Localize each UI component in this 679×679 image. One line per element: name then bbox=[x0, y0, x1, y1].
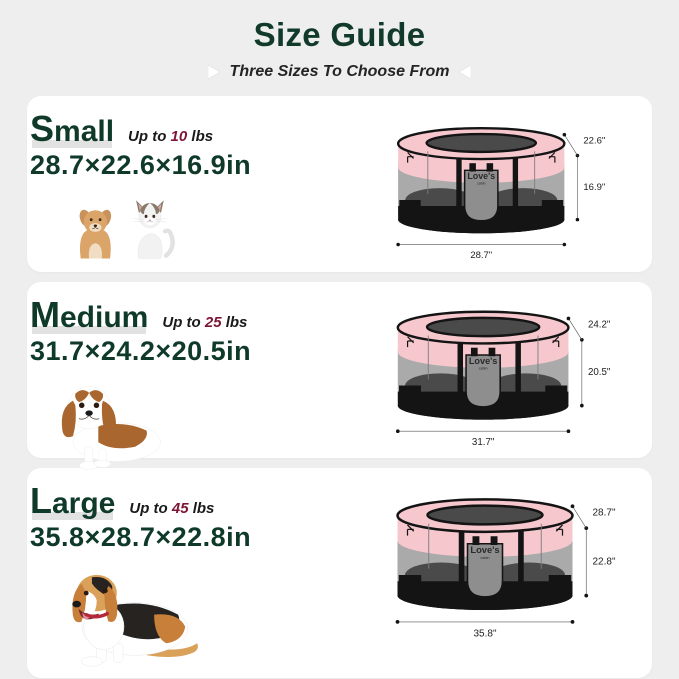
svg-text:Love's: Love's bbox=[470, 545, 499, 555]
svg-text:24.2": 24.2" bbox=[588, 320, 611, 331]
svg-text:22.8": 22.8" bbox=[593, 556, 616, 567]
svg-text:20.5": 20.5" bbox=[588, 367, 611, 378]
svg-text:16.9": 16.9" bbox=[583, 182, 605, 193]
svg-text:Love's: Love's bbox=[467, 171, 495, 181]
svg-text:22.6": 22.6" bbox=[583, 136, 605, 147]
svg-text:Love's: Love's bbox=[469, 356, 498, 366]
svg-text:cabin: cabin bbox=[477, 182, 486, 186]
svg-text:28.7": 28.7" bbox=[593, 508, 616, 519]
svg-text:35.8": 35.8" bbox=[473, 628, 496, 639]
svg-text:cabin: cabin bbox=[481, 556, 490, 560]
svg-text:28.7": 28.7" bbox=[470, 250, 492, 261]
svg-text:cabin: cabin bbox=[479, 367, 488, 371]
svg-text:31.7": 31.7" bbox=[472, 437, 495, 448]
